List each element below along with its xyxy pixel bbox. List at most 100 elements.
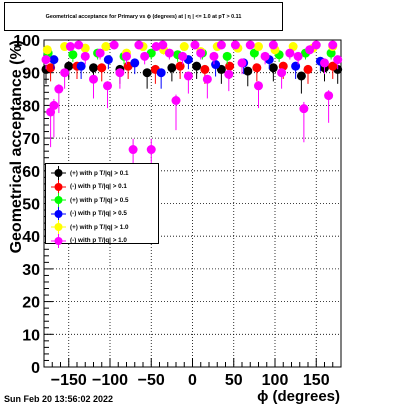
data-point — [103, 81, 113, 91]
data-point — [140, 51, 150, 61]
series-0 — [41, 61, 343, 94]
data-point — [130, 58, 140, 68]
y-tick-label: 10 — [22, 327, 40, 344]
y-axis-label: Geometrical acceptance (%) — [8, 40, 25, 253]
data-series — [41, 40, 343, 204]
x-tick-label: −50 — [138, 372, 165, 389]
data-point — [254, 81, 263, 91]
y-tick-label: 70 — [22, 131, 40, 148]
data-point — [230, 40, 240, 50]
data-point — [252, 63, 262, 73]
legend-label: (-) with p T/|q| > 1.0 — [70, 237, 127, 244]
data-point — [164, 48, 174, 58]
data-point — [209, 51, 219, 61]
data-point — [285, 48, 295, 58]
legend-marker — [51, 166, 66, 180]
legend-marker — [51, 220, 66, 234]
legend-marker — [51, 193, 66, 207]
data-point — [222, 51, 232, 61]
data-point — [243, 66, 253, 76]
data-point — [68, 50, 78, 60]
legend-item: (-) with p T/|q| > 1.0 — [46, 233, 158, 248]
data-point — [101, 42, 111, 52]
y-tick-label: 0 — [31, 360, 40, 377]
legend-label: (+) with p T/|q| > 0.5 — [70, 196, 129, 204]
data-point — [293, 51, 303, 61]
data-point — [296, 71, 306, 81]
data-point — [76, 61, 86, 71]
data-point — [167, 63, 177, 73]
y-tick-label: 20 — [22, 295, 40, 312]
y-tick-label: 30 — [22, 262, 40, 279]
data-point — [146, 145, 156, 155]
legend-marker — [51, 206, 66, 221]
data-point — [171, 95, 181, 105]
x-tick-label: 100 — [262, 372, 289, 389]
axis-labels: −150 −100 −50 0 50 100 150 0 10 20 30 40 50 60 70 80 90 1… — [8, 33, 340, 405]
data-point — [303, 64, 313, 74]
data-point — [178, 51, 188, 61]
chart-title: Geometrical acceptance for Primary vs ϕ … — [45, 13, 242, 20]
data-point — [89, 74, 98, 84]
data-point — [49, 100, 59, 110]
data-point — [237, 58, 247, 68]
y-tick-label: 50 — [22, 197, 40, 214]
grid — [44, 40, 341, 367]
data-point — [202, 74, 212, 84]
data-point — [158, 40, 168, 50]
chart-title-box: Geometrical acceptance for Primary vs ϕ … — [4, 2, 283, 31]
data-point — [97, 63, 107, 73]
data-point — [89, 63, 98, 73]
legend: (+) with p T/|q| > 0.1 (-) with p T/|q| >… — [45, 163, 159, 248]
data-point — [142, 68, 152, 78]
data-point — [196, 48, 206, 58]
x-tick-label: 50 — [225, 372, 243, 389]
data-point — [249, 48, 259, 58]
data-point — [183, 71, 193, 81]
data-point — [324, 91, 334, 101]
data-point — [311, 40, 321, 50]
data-point — [41, 55, 51, 65]
legend-label: (+) with p T/|q| > 1.0 — [70, 223, 129, 231]
data-point — [328, 40, 338, 50]
data-point — [291, 61, 301, 71]
data-point — [74, 40, 84, 50]
legend-label: (-) with p T/|q| > 0.5 — [70, 210, 127, 217]
legend-marker — [51, 233, 66, 248]
data-point — [245, 40, 255, 50]
timestamp: Sun Feb 20 13:56:02 2022 — [4, 394, 114, 404]
data-point — [49, 55, 59, 65]
legend-label: (-) with p T/|q| > 0.1 — [70, 183, 127, 190]
data-point — [268, 40, 278, 50]
x-tick-label: −150 — [51, 372, 87, 389]
data-point — [60, 68, 70, 78]
data-point — [122, 51, 131, 61]
x-tick-label: 0 — [188, 372, 197, 389]
y-tick-label: 90 — [22, 66, 40, 83]
data-point — [320, 58, 329, 68]
y-tick-label: 80 — [22, 98, 40, 115]
legend-marker — [51, 179, 66, 194]
x-tick-label: −100 — [92, 372, 128, 389]
legend-item: (+) with p T/|q| > 0.1 — [46, 166, 158, 180]
data-point — [260, 51, 270, 61]
legend-item: (+) with p T/|q| > 0.5 — [46, 193, 158, 207]
x-tick-label: 150 — [303, 372, 330, 389]
data-point — [305, 45, 315, 55]
data-point — [128, 145, 138, 155]
data-point — [95, 48, 105, 58]
y-tick-label: 60 — [22, 164, 40, 181]
data-point — [134, 40, 144, 50]
y-tick-label: 100 — [13, 33, 40, 50]
data-point — [190, 40, 200, 50]
data-point — [109, 40, 119, 50]
data-point — [179, 42, 189, 52]
data-point — [224, 69, 234, 79]
data-point — [211, 60, 221, 70]
data-point — [65, 42, 75, 52]
legend-item: (+) with p T/|q| > 1.0 — [46, 220, 158, 234]
data-point — [80, 51, 90, 61]
data-point — [103, 55, 113, 65]
data-point — [64, 61, 74, 71]
